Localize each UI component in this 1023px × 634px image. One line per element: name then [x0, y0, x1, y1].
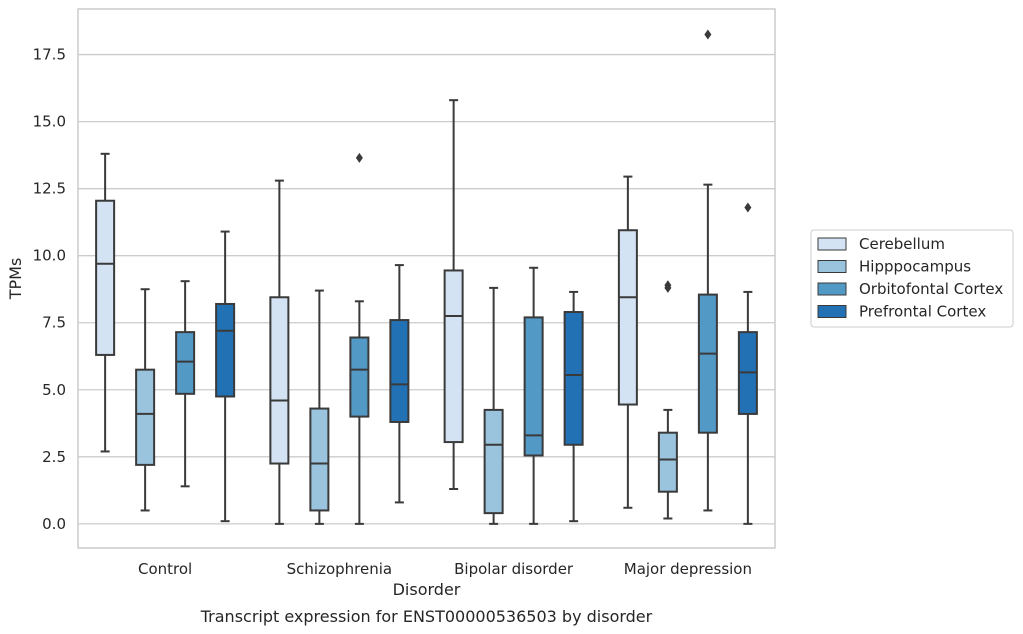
box-2-2	[523, 266, 544, 525]
box-0-3	[215, 230, 236, 523]
box-iqr	[443, 269, 464, 444]
legend-label: Orbitofontal Cortex	[859, 280, 1003, 298]
legend-swatch	[817, 305, 847, 318]
box-3-0	[617, 175, 638, 509]
legend-swatch	[817, 237, 847, 251]
box-2-3	[563, 290, 584, 523]
x-axis-title: Disorder	[393, 580, 461, 599]
x-tick-label: Schizophrenia	[287, 560, 392, 578]
box-iqr	[483, 408, 504, 515]
box-1-0	[269, 179, 290, 525]
box-iqr	[175, 331, 196, 395]
box-iqr	[389, 319, 410, 423]
box-3-2	[697, 29, 718, 512]
box-1-2	[349, 152, 370, 525]
y-tick-label: 0.0	[42, 515, 66, 533]
x-tick-label: Control	[138, 560, 192, 578]
legend-frame	[810, 229, 1014, 328]
y-tick-label: 15.0	[33, 113, 66, 131]
plot-boxes	[95, 29, 758, 525]
box-iqr	[215, 302, 236, 398]
legend-swatch	[817, 282, 847, 296]
box-1-1	[309, 289, 330, 525]
box-iqr	[563, 311, 584, 446]
x-tick-labels: Control Schizophrenia Bipolar disorder Majo…	[138, 560, 752, 578]
legend-swatch	[817, 260, 847, 273]
outlier-point	[744, 202, 752, 213]
x-tick-label: Bipolar disorder	[454, 560, 574, 578]
legend: Cerebellum Hipppocampus Orbitofontal Corte…	[810, 229, 1014, 328]
box-3-3	[737, 202, 758, 525]
box-2-0	[443, 99, 464, 491]
legend-label: Cerebellum	[859, 235, 945, 253]
y-tick-label: 10.0	[33, 247, 66, 265]
box-iqr	[617, 229, 638, 406]
y-tick-label: 17.5	[33, 46, 66, 64]
y-tick-labels: 0.0 2.5 5.0 7.5 10.0 12.5 15.0 17.5	[33, 46, 66, 533]
box-iqr	[349, 336, 370, 418]
box-iqr	[523, 316, 544, 457]
box-iqr	[95, 199, 116, 356]
box-0-1	[135, 288, 156, 512]
box-iqr	[309, 407, 330, 512]
plot-frame	[77, 8, 776, 549]
outlier-point	[704, 29, 712, 40]
y-tick-label: 2.5	[42, 448, 66, 466]
box-2-1	[483, 286, 504, 525]
legend-label: Prefrontal Cortex	[859, 303, 986, 321]
x-tick-label: Major depression	[624, 560, 752, 578]
box-iqr	[697, 293, 718, 434]
box-0-0	[95, 152, 116, 453]
legend-label: Hipppocampus	[859, 258, 971, 276]
outlier-point	[664, 280, 672, 291]
box-1-3	[389, 264, 410, 504]
chart-caption: Transcript expression for ENST0000053650…	[200, 607, 653, 626]
outlier-point	[355, 152, 363, 163]
y-tick-label: 5.0	[42, 381, 66, 399]
y-axis-title: TPMs	[6, 258, 25, 301]
y-tick-label: 7.5	[42, 314, 66, 332]
box-iqr	[135, 368, 156, 466]
box-0-2	[175, 280, 196, 488]
y-tick-label: 12.5	[33, 180, 66, 198]
box-3-1	[657, 280, 678, 520]
box-iqr	[657, 431, 678, 493]
box-iqr	[269, 296, 290, 465]
